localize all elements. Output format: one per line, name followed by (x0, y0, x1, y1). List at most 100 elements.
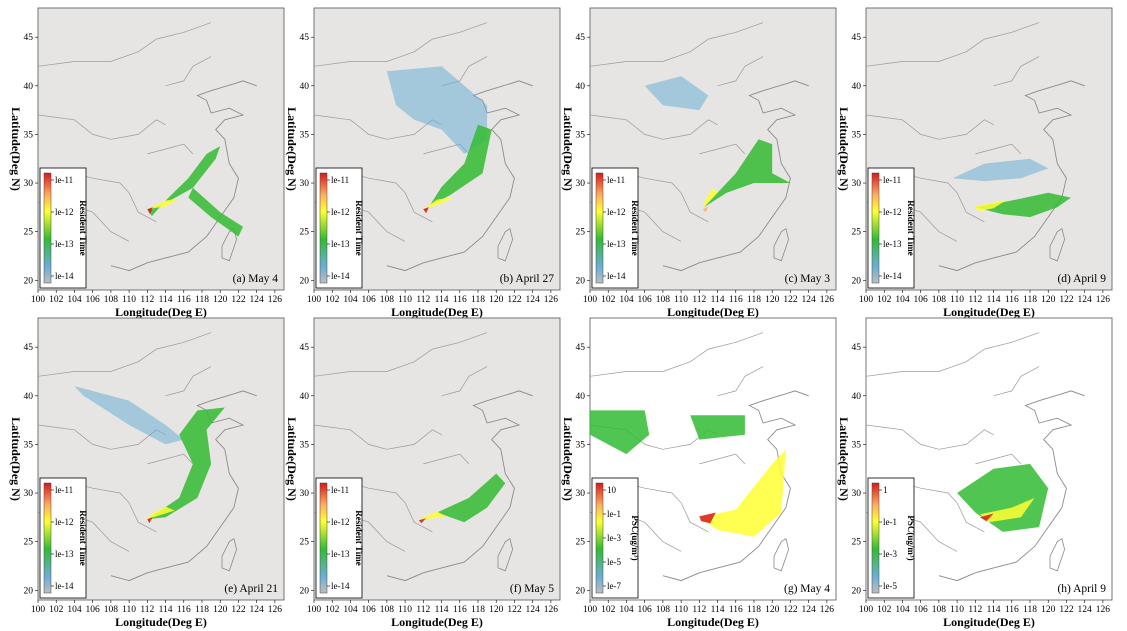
x-tick-label: 100 (307, 295, 322, 305)
y-tick-label: 20 (24, 276, 34, 286)
panel-title: (d) April 9 (1057, 273, 1106, 285)
y-tick-label: 40 (300, 82, 310, 92)
colorbar-title: Resident Time (78, 510, 88, 565)
x-tick-label: 102 (49, 605, 64, 615)
y-tick-label: 35 (300, 440, 310, 450)
x-tick-label: 116 (729, 605, 743, 615)
province-border (74, 172, 157, 223)
y-tick-label: 30 (300, 489, 310, 499)
x-tick-label: 126 (820, 605, 835, 615)
colorbar-tick-label: le-14 (331, 581, 350, 591)
x-tick-label: 110 (950, 295, 964, 305)
y-tick-label: 30 (24, 489, 34, 499)
x-tick-label: 122 (1059, 295, 1074, 305)
x-tick-label: 116 (1005, 295, 1019, 305)
x-tick-label: 104 (895, 295, 910, 305)
plume-red (699, 512, 716, 524)
province-border (74, 482, 157, 533)
province-border (717, 366, 764, 397)
x-tick-label: 126 (268, 605, 283, 615)
x-tick-label: 124 (526, 295, 541, 305)
plume-green (423, 124, 492, 212)
x-tick-label: 124 (1078, 295, 1093, 305)
y-tick-label: 25 (576, 538, 586, 548)
taiwan-outline (1049, 538, 1066, 572)
coastline (386, 390, 533, 582)
colorbar-tick-label: le-5 (883, 581, 897, 591)
colorbar-tick-label: le-13 (883, 239, 902, 249)
province-border (350, 482, 433, 533)
plume-yellow (147, 506, 175, 520)
plume-green (590, 410, 650, 455)
panel-title: (g) May 4 (784, 583, 830, 595)
x-tick-label: 120 (765, 295, 780, 305)
colorbar-title: Resident Time (354, 510, 364, 565)
y-tick-label: 45 (852, 33, 862, 43)
coastline (662, 390, 809, 582)
y-tick-label: 45 (24, 343, 34, 353)
x-tick-label: 104 (619, 605, 634, 615)
x-axis-label: Longitude(Deg E) (667, 615, 759, 629)
panel-title: (c) May 3 (785, 273, 831, 285)
colorbar (595, 172, 604, 284)
province-border (902, 172, 985, 223)
province-border (37, 332, 212, 377)
panel-title: (a) May 4 (233, 273, 279, 285)
y-axis-label: Latitude(Deg N) (9, 417, 23, 501)
plume-yellow (423, 196, 456, 210)
y-tick-label: 25 (24, 228, 34, 238)
province-border (717, 56, 764, 87)
x-tick-label: 122 (507, 605, 522, 615)
coastline (938, 80, 1085, 272)
colorbar-tick-label: le-12 (55, 207, 74, 217)
colorbar-tick-label: 10 (607, 485, 617, 495)
x-tick-label: 108 (104, 605, 119, 615)
x-tick-label: 110 (398, 605, 412, 615)
y-tick-label: 35 (24, 440, 34, 450)
plume-blue (644, 76, 709, 111)
y-tick-label: 25 (300, 228, 310, 238)
plume-orange (703, 206, 709, 213)
x-tick-label: 102 (877, 295, 892, 305)
x-tick-label: 120 (213, 605, 228, 615)
province-border (993, 56, 1040, 87)
province-border (589, 22, 764, 67)
colorbar-tick-label: le-14 (331, 271, 350, 281)
x-tick-label: 116 (1005, 605, 1019, 615)
colorbar-tick-label: le-13 (331, 239, 350, 249)
x-tick-label: 114 (987, 295, 1001, 305)
province-border (165, 366, 212, 397)
x-tick-label: 108 (932, 605, 947, 615)
x-tick-label: 110 (674, 605, 688, 615)
x-tick-label: 102 (325, 295, 340, 305)
x-tick-label: 110 (398, 295, 412, 305)
colorbar-tick-label: le-14 (607, 271, 626, 281)
coastline (110, 80, 257, 272)
y-axis-label: Latitude(Deg N) (561, 417, 575, 501)
x-tick-label: 106 (362, 605, 377, 615)
x-tick-label: 104 (343, 295, 358, 305)
plume-red (979, 513, 994, 522)
y-tick-label: 25 (852, 538, 862, 548)
x-tick-label: 118 (1023, 605, 1037, 615)
x-tick-label: 106 (914, 295, 929, 305)
colorbar-tick-label: le-11 (55, 175, 73, 185)
y-tick-label: 30 (852, 489, 862, 499)
x-tick-label: 120 (1041, 605, 1056, 615)
colorbar-tick-label: le-1 (883, 517, 897, 527)
x-tick-label: 120 (765, 605, 780, 615)
x-tick-label: 104 (67, 295, 82, 305)
x-axis-label: Longitude(Deg E) (391, 615, 483, 629)
province-border (589, 332, 764, 377)
province-border (975, 143, 1022, 155)
colorbar-tick-label: le-12 (55, 517, 74, 527)
colorbar (43, 172, 52, 284)
plume-blue (952, 158, 1049, 182)
x-tick-label: 124 (526, 605, 541, 615)
colorbar-title: Resident Time (354, 200, 364, 255)
x-tick-label: 126 (544, 295, 559, 305)
y-tick-label: 20 (852, 276, 862, 286)
